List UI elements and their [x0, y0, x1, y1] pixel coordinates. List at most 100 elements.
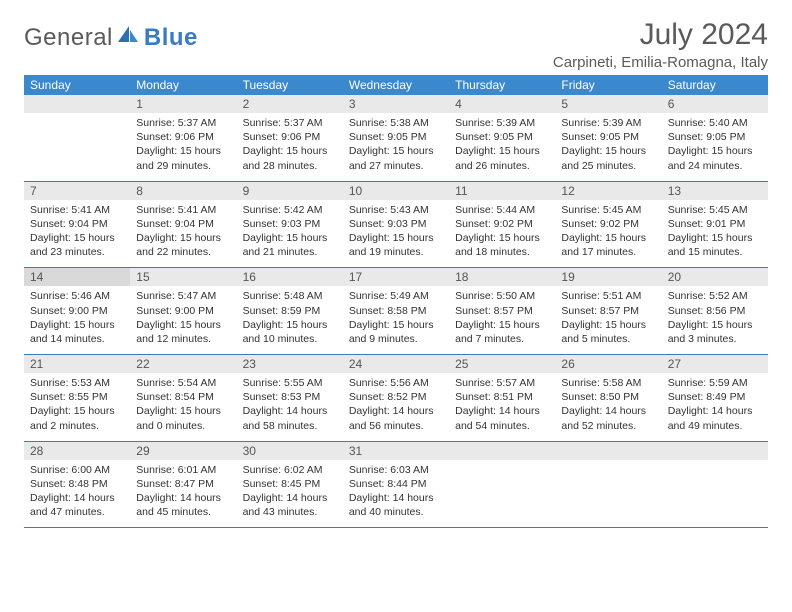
daylight-text-2: and 10 minutes. [243, 332, 337, 346]
day-body-empty [662, 460, 768, 518]
day-number: 10 [343, 182, 449, 200]
daylight-text-1: Daylight: 15 hours [349, 231, 443, 245]
day-number: 6 [662, 95, 768, 113]
day-body: Sunrise: 5:51 AMSunset: 8:57 PMDaylight:… [555, 286, 661, 354]
day-number: 7 [24, 182, 130, 200]
daylight-text-2: and 18 minutes. [455, 245, 549, 259]
calendar-day-cell: 4Sunrise: 5:39 AMSunset: 9:05 PMDaylight… [449, 95, 555, 181]
sunrise-text: Sunrise: 5:37 AM [136, 116, 230, 130]
day-number-empty [24, 95, 130, 113]
sunset-text: Sunset: 9:06 PM [243, 130, 337, 144]
calendar-day-cell: 14Sunrise: 5:46 AMSunset: 9:00 PMDayligh… [24, 268, 130, 355]
daylight-text-2: and 21 minutes. [243, 245, 337, 259]
sunrise-text: Sunrise: 5:42 AM [243, 203, 337, 217]
daylight-text-2: and 56 minutes. [349, 419, 443, 433]
calendar-day-cell: 20Sunrise: 5:52 AMSunset: 8:56 PMDayligh… [662, 268, 768, 355]
sunset-text: Sunset: 8:50 PM [561, 390, 655, 404]
daylight-text-1: Daylight: 15 hours [243, 318, 337, 332]
day-body: Sunrise: 5:38 AMSunset: 9:05 PMDaylight:… [343, 113, 449, 181]
daylight-text-1: Daylight: 15 hours [30, 404, 124, 418]
daylight-text-2: and 14 minutes. [30, 332, 124, 346]
calendar-day-cell: 26Sunrise: 5:58 AMSunset: 8:50 PMDayligh… [555, 355, 661, 442]
daylight-text-1: Daylight: 15 hours [136, 231, 230, 245]
day-body: Sunrise: 5:47 AMSunset: 9:00 PMDaylight:… [130, 286, 236, 354]
sunset-text: Sunset: 8:56 PM [668, 304, 762, 318]
day-number: 8 [130, 182, 236, 200]
brand-logo: General Blue [24, 24, 198, 52]
day-body: Sunrise: 5:39 AMSunset: 9:05 PMDaylight:… [449, 113, 555, 181]
daylight-text-1: Daylight: 15 hours [136, 144, 230, 158]
weekday-header-row: Sunday Monday Tuesday Wednesday Thursday… [24, 75, 768, 95]
calendar-day-cell: 17Sunrise: 5:49 AMSunset: 8:58 PMDayligh… [343, 268, 449, 355]
calendar-day-cell: 12Sunrise: 5:45 AMSunset: 9:02 PMDayligh… [555, 181, 661, 268]
sunrise-text: Sunrise: 5:50 AM [455, 289, 549, 303]
daylight-text-1: Daylight: 14 hours [668, 404, 762, 418]
calendar-day-cell: 23Sunrise: 5:55 AMSunset: 8:53 PMDayligh… [237, 355, 343, 442]
day-number: 12 [555, 182, 661, 200]
calendar-week-row: 28Sunrise: 6:00 AMSunset: 8:48 PMDayligh… [24, 441, 768, 528]
daylight-text-1: Daylight: 15 hours [349, 144, 443, 158]
daylight-text-1: Daylight: 14 hours [243, 404, 337, 418]
calendar-day-cell [449, 441, 555, 528]
daylight-text-2: and 54 minutes. [455, 419, 549, 433]
sunset-text: Sunset: 9:00 PM [30, 304, 124, 318]
day-body: Sunrise: 6:03 AMSunset: 8:44 PMDaylight:… [343, 460, 449, 528]
daylight-text-1: Daylight: 14 hours [349, 491, 443, 505]
calendar-day-cell: 10Sunrise: 5:43 AMSunset: 9:03 PMDayligh… [343, 181, 449, 268]
day-number: 13 [662, 182, 768, 200]
sunset-text: Sunset: 8:47 PM [136, 477, 230, 491]
day-body: Sunrise: 5:37 AMSunset: 9:06 PMDaylight:… [237, 113, 343, 181]
day-number: 15 [130, 268, 236, 286]
day-number: 9 [237, 182, 343, 200]
calendar-table: Sunday Monday Tuesday Wednesday Thursday… [24, 75, 768, 528]
sunset-text: Sunset: 9:05 PM [349, 130, 443, 144]
title-block: July 2024 Carpineti, Emilia-Romagna, Ita… [553, 18, 768, 71]
day-body: Sunrise: 5:41 AMSunset: 9:04 PMDaylight:… [24, 200, 130, 268]
brand-part2: Blue [144, 24, 198, 52]
calendar-week-row: 14Sunrise: 5:46 AMSunset: 9:00 PMDayligh… [24, 268, 768, 355]
weekday-header: Wednesday [343, 75, 449, 95]
daylight-text-2: and 7 minutes. [455, 332, 549, 346]
day-body: Sunrise: 5:59 AMSunset: 8:49 PMDaylight:… [662, 373, 768, 441]
day-body: Sunrise: 5:37 AMSunset: 9:06 PMDaylight:… [130, 113, 236, 181]
day-body: Sunrise: 5:55 AMSunset: 8:53 PMDaylight:… [237, 373, 343, 441]
day-number: 2 [237, 95, 343, 113]
day-body: Sunrise: 5:46 AMSunset: 9:00 PMDaylight:… [24, 286, 130, 354]
day-number: 14 [24, 268, 130, 286]
sunset-text: Sunset: 9:05 PM [668, 130, 762, 144]
daylight-text-2: and 29 minutes. [136, 159, 230, 173]
calendar-day-cell [555, 441, 661, 528]
day-body: Sunrise: 5:39 AMSunset: 9:05 PMDaylight:… [555, 113, 661, 181]
location-label: Carpineti, Emilia-Romagna, Italy [553, 54, 768, 71]
sunrise-text: Sunrise: 5:41 AM [136, 203, 230, 217]
daylight-text-1: Daylight: 14 hours [561, 404, 655, 418]
sunrise-text: Sunrise: 5:39 AM [561, 116, 655, 130]
calendar-day-cell: 28Sunrise: 6:00 AMSunset: 8:48 PMDayligh… [24, 441, 130, 528]
daylight-text-1: Daylight: 15 hours [561, 231, 655, 245]
calendar-day-cell: 11Sunrise: 5:44 AMSunset: 9:02 PMDayligh… [449, 181, 555, 268]
sunrise-text: Sunrise: 5:55 AM [243, 376, 337, 390]
daylight-text-2: and 49 minutes. [668, 419, 762, 433]
sunrise-text: Sunrise: 5:38 AM [349, 116, 443, 130]
day-body: Sunrise: 5:56 AMSunset: 8:52 PMDaylight:… [343, 373, 449, 441]
daylight-text-1: Daylight: 15 hours [243, 144, 337, 158]
daylight-text-1: Daylight: 14 hours [349, 404, 443, 418]
day-body: Sunrise: 5:53 AMSunset: 8:55 PMDaylight:… [24, 373, 130, 441]
sunset-text: Sunset: 8:49 PM [668, 390, 762, 404]
calendar-day-cell: 15Sunrise: 5:47 AMSunset: 9:00 PMDayligh… [130, 268, 236, 355]
day-number: 21 [24, 355, 130, 373]
sunset-text: Sunset: 8:53 PM [243, 390, 337, 404]
day-number: 31 [343, 442, 449, 460]
sunset-text: Sunset: 8:48 PM [30, 477, 124, 491]
day-number: 4 [449, 95, 555, 113]
calendar-day-cell: 2Sunrise: 5:37 AMSunset: 9:06 PMDaylight… [237, 95, 343, 181]
sunset-text: Sunset: 8:52 PM [349, 390, 443, 404]
sunrise-text: Sunrise: 5:40 AM [668, 116, 762, 130]
sunset-text: Sunset: 9:02 PM [561, 217, 655, 231]
day-number: 1 [130, 95, 236, 113]
calendar-day-cell: 25Sunrise: 5:57 AMSunset: 8:51 PMDayligh… [449, 355, 555, 442]
daylight-text-2: and 40 minutes. [349, 505, 443, 519]
weekday-header: Tuesday [237, 75, 343, 95]
daylight-text-2: and 0 minutes. [136, 419, 230, 433]
day-number-empty [555, 442, 661, 460]
